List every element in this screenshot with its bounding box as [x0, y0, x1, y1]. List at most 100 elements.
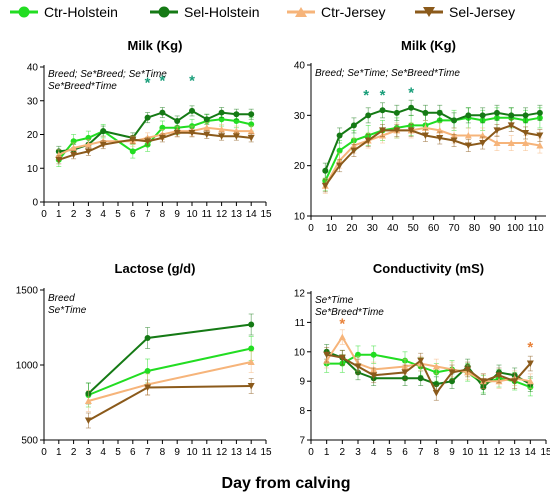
- data-point: [338, 354, 346, 362]
- x-tick-label: 60: [428, 223, 440, 234]
- x-tick-label: 9: [449, 447, 455, 458]
- x-tick-label: 5: [115, 447, 121, 458]
- significance-star: *: [408, 85, 414, 102]
- effect-annotation: Breed; Se*Time; Se*Breed*Time: [315, 68, 460, 79]
- y-tick-label: 10: [27, 164, 39, 175]
- y-tick-label: 20: [27, 130, 39, 141]
- legend-item: Ctr-Jersey: [287, 4, 386, 20]
- data-point: [144, 368, 151, 374]
- legend-item: Sel-Holstein: [150, 4, 259, 20]
- data-point: [407, 127, 415, 134]
- data-point: [436, 109, 443, 116]
- x-tick-label: 14: [525, 447, 537, 458]
- panel-title: Lactose (g/d): [115, 261, 196, 276]
- data-point: [174, 118, 181, 124]
- x-axis-label: Day from calving: [222, 475, 351, 492]
- x-tick-label: 15: [540, 447, 550, 458]
- x-tick-label: 7: [418, 447, 424, 458]
- y-tick-label: 10: [294, 347, 306, 358]
- data-point: [464, 366, 472, 373]
- x-tick-label: 1: [56, 447, 62, 458]
- data-point: [144, 335, 151, 341]
- data-point: [158, 134, 166, 142]
- effect-annotation: Se*Time: [48, 305, 87, 316]
- panel-title: Milk (Kg): [401, 38, 456, 53]
- x-tick-label: 0: [41, 209, 47, 220]
- data-point: [464, 131, 472, 139]
- data-point: [479, 140, 487, 147]
- data-point: [338, 333, 346, 341]
- x-tick-label: 15: [260, 447, 272, 458]
- data-point: [99, 141, 107, 149]
- significance-star: *: [380, 87, 386, 104]
- data-point: [247, 134, 255, 142]
- series-line: [324, 126, 541, 187]
- x-tick-label: 4: [100, 447, 106, 458]
- data-point: [393, 127, 401, 134]
- x-tick-label: 3: [355, 447, 361, 458]
- x-tick-label: 20: [346, 223, 358, 234]
- data-point: [218, 109, 225, 116]
- data-point: [379, 107, 386, 114]
- series-ctr-jersey: [323, 329, 534, 389]
- series-ctr-jersey: [55, 122, 255, 161]
- legend-swatch-marker: [158, 6, 170, 18]
- x-tick-label: 9: [174, 447, 180, 458]
- series-ctr-jersey: [84, 351, 255, 412]
- data-point: [218, 133, 226, 140]
- y-tick-label: 500: [21, 436, 38, 447]
- significance-star: *: [339, 315, 345, 332]
- data-point: [203, 116, 210, 123]
- data-point: [232, 133, 240, 140]
- significance-star: *: [527, 339, 533, 356]
- data-point: [465, 112, 472, 119]
- y-tick-label: 0: [32, 198, 38, 209]
- x-tick-label: 3: [86, 209, 92, 220]
- x-tick-label: 6: [130, 447, 136, 458]
- significance-star: *: [145, 74, 151, 91]
- data-point: [417, 357, 425, 365]
- x-tick-label: 50: [408, 223, 420, 234]
- x-tick-label: 2: [340, 447, 346, 458]
- x-tick-label: 80: [469, 223, 481, 234]
- series-line: [87, 323, 252, 395]
- effect-annotation: Se*Breed*Time: [315, 307, 384, 318]
- legend-label: Sel-Jersey: [449, 4, 515, 20]
- data-point: [247, 127, 255, 135]
- x-tick-label: 4: [371, 447, 377, 458]
- data-point: [247, 358, 255, 365]
- x-tick-label: 7: [145, 209, 151, 220]
- y-tick-label: 30: [27, 96, 39, 107]
- data-point: [84, 141, 92, 148]
- x-tick-label: 4: [100, 209, 106, 220]
- x-tick-label: 12: [493, 447, 505, 458]
- data-point: [100, 128, 107, 135]
- data-point: [248, 321, 255, 328]
- legend-swatch-marker: [295, 7, 307, 17]
- data-point: [336, 147, 343, 154]
- data-point: [508, 112, 515, 119]
- series-sel-holstein: [322, 99, 543, 179]
- data-point: [522, 112, 529, 119]
- x-tick-label: 10: [186, 447, 198, 458]
- series-line: [88, 361, 252, 402]
- x-tick-label: 15: [260, 209, 272, 220]
- data-point: [536, 142, 544, 149]
- data-point: [417, 375, 424, 382]
- effect-annotation: Se*Time: [315, 295, 354, 306]
- data-point: [536, 132, 544, 139]
- series-line: [324, 124, 541, 187]
- x-tick-label: 7: [145, 447, 151, 458]
- data-point: [507, 122, 515, 129]
- data-point: [408, 104, 415, 111]
- data-point: [323, 351, 331, 359]
- legend: Ctr-Holstein Sel-Holstein Ctr-Jersey Sel-Je…: [10, 4, 515, 20]
- data-point: [522, 139, 530, 147]
- data-point: [189, 107, 195, 114]
- x-tick-label: 9: [174, 209, 180, 220]
- data-point: [129, 136, 137, 144]
- data-point: [526, 377, 534, 385]
